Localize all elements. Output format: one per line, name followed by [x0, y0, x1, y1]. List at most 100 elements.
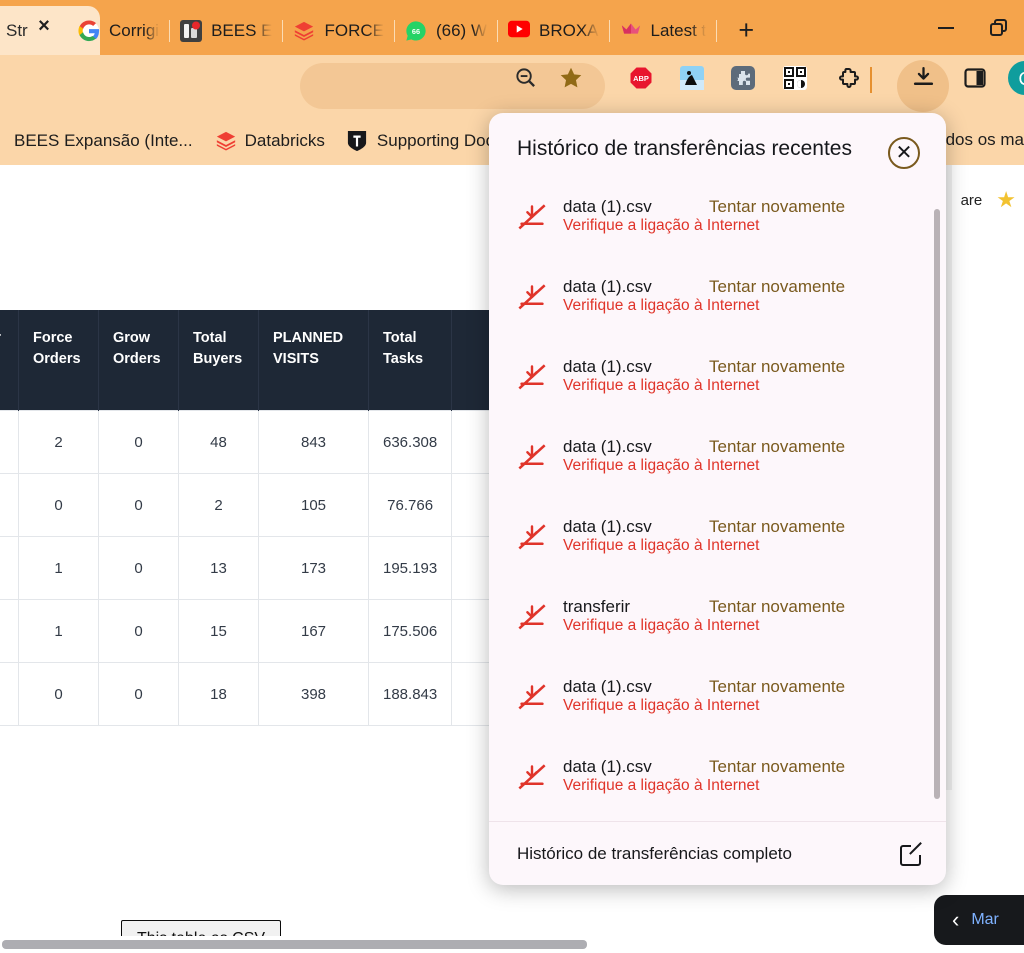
download-item-body: data (1).csv Tentar novamente Verifique … — [563, 517, 926, 555]
bees-icon — [180, 19, 203, 42]
list-item[interactable]: data (1).csv Tentar novamente Verifique … — [489, 745, 946, 821]
list-item[interactable]: data (1).csv Tentar novamente Verifique … — [489, 665, 946, 745]
tab-whatsapp[interactable]: 66 (66) W — [395, 6, 497, 55]
tab-separator — [169, 19, 171, 42]
download-error-text: Verifique a ligação à Internet — [563, 297, 760, 314]
download-file-name: data (1).csv — [563, 197, 652, 216]
close-tab-button[interactable]: × — [38, 14, 50, 37]
open-external-icon[interactable] — [900, 842, 924, 866]
svg-text:ABP: ABP — [633, 74, 649, 83]
reader-extension-button[interactable] — [670, 58, 714, 102]
retry-link[interactable]: Tentar novamente — [709, 517, 846, 536]
download-file-name: data (1).csv — [563, 437, 652, 456]
retry-link[interactable]: Tentar novamente — [709, 357, 846, 376]
back-widget-label: Mar — [971, 911, 999, 928]
retry-link[interactable]: Tentar novamente — [709, 757, 846, 776]
extensions-button[interactable] — [826, 58, 870, 102]
list-item[interactable]: data (1).csv Tentar novamente Verifique … — [489, 425, 946, 505]
list-item[interactable]: transferir Tentar novamente Verifique a … — [489, 585, 946, 665]
qr-code-button[interactable] — [773, 58, 817, 102]
column-header-customer-orders[interactable]: stomerders — [0, 310, 19, 411]
download-item-body: transferir Tentar novamente Verifique a … — [563, 597, 926, 635]
retry-link[interactable]: Tentar novamente — [709, 277, 846, 296]
star-icon[interactable]: ★ — [996, 187, 1016, 212]
tab-label: FORCE — [324, 20, 384, 40]
downloads-panel-header: Histórico de transferências recentes ✕ — [489, 113, 946, 185]
window-controls — [920, 0, 1024, 55]
downloads-list-scrollbar[interactable] — [934, 209, 940, 799]
cell: 0 — [98, 536, 179, 601]
list-item[interactable]: data (1).csv Tentar novamente Verifique … — [489, 265, 946, 345]
cell: 195.193 — [367, 536, 453, 601]
bookmark-databricks[interactable]: Databricks — [215, 130, 325, 152]
profile-avatar-button[interactable]: C — [1003, 58, 1024, 102]
tab-separator — [393, 19, 395, 42]
bookmark-bees-expansao[interactable]: BEES Expansão (Inte... — [6, 131, 193, 151]
restore-button[interactable] — [972, 0, 1024, 55]
chevron-left-icon[interactable]: ‹ — [952, 907, 960, 932]
column-header-planned-visits[interactable]: PLANNED VISITS — [258, 310, 369, 411]
column-header-total-buyers[interactable]: Total Buyers — [178, 310, 259, 411]
downloads-panel-footer[interactable]: Histórico de transferências completo — [489, 821, 946, 885]
zoom-out-button[interactable] — [503, 58, 547, 102]
tab-force[interactable]: FORCE — [283, 6, 394, 55]
download-failed-icon — [517, 443, 551, 478]
tab-list: Corrigi BEES E — [68, 6, 761, 55]
tab-bees[interactable]: BEES E — [170, 6, 282, 55]
cell: 1 — [18, 536, 99, 601]
cell: 175.506 — [367, 599, 453, 664]
download-failed-icon — [517, 683, 551, 718]
bookmark-star-button[interactable] — [549, 58, 593, 102]
qr-code-icon — [783, 65, 807, 95]
svg-text:C: C — [1019, 69, 1024, 89]
reader-extension-icon — [680, 65, 704, 95]
retry-link[interactable]: Tentar novamente — [709, 597, 846, 616]
cell: 188.843 — [367, 662, 453, 727]
retry-link[interactable]: Tentar novamente — [709, 437, 846, 456]
back-widget[interactable]: ‹ Mar — [934, 895, 1024, 945]
bookmarks-overflow-label[interactable]: dos os ma — [945, 130, 1024, 149]
minimize-button[interactable] — [920, 0, 972, 55]
column-header-force-orders[interactable]: Force Orders — [18, 310, 99, 411]
downloads-button[interactable] — [901, 58, 945, 102]
tab-separator — [716, 19, 718, 42]
tab-latest[interactable]: Latest t — [610, 6, 717, 55]
tab-youtube[interactable]: BROXA — [498, 6, 609, 55]
tab-corrigir[interactable]: Corrigi — [68, 6, 169, 55]
google-icon — [78, 19, 100, 42]
download-file-name: transferir — [563, 597, 631, 616]
cell: 1 — [18, 599, 99, 664]
share-row: are ★ — [961, 189, 1016, 211]
active-tab-label: Str — [6, 20, 28, 40]
cell: 0 — [98, 599, 179, 664]
download-failed-icon — [517, 363, 551, 398]
download-file-name: data (1).csv — [563, 757, 652, 776]
new-tab-button[interactable]: + — [738, 15, 755, 45]
download-item-body: data (1).csv Tentar novamente Verifique … — [563, 197, 926, 235]
bookmark-supporting-documents[interactable]: Supporting Docu — [347, 130, 504, 152]
column-header-grow-orders[interactable]: Grow Orders — [98, 310, 179, 411]
close-icon[interactable]: ✕ — [888, 137, 920, 169]
downloads-panel: Histórico de transferências recentes ✕ d… — [489, 113, 946, 885]
side-panel-button[interactable] — [953, 58, 997, 102]
list-item[interactable]: data (1).csv Tentar novamente Verifique … — [489, 185, 946, 265]
profile-avatar-icon: C — [1008, 60, 1024, 100]
list-item[interactable]: data (1).csv Tentar novamente Verifique … — [489, 505, 946, 585]
bookmark-label: Supporting Docu — [376, 131, 504, 150]
column-header-total-tasks[interactable]: Total Tasks — [368, 310, 453, 411]
cell: 15 — [178, 599, 259, 664]
download-failed-icon — [517, 523, 551, 558]
side-panel-icon — [963, 66, 987, 95]
cell: 0 — [98, 662, 179, 727]
download-item-row: data (1).csv Tentar novamente — [563, 677, 926, 697]
retry-link[interactable]: Tentar novamente — [709, 677, 846, 696]
retry-link[interactable]: Tentar novamente — [709, 197, 846, 216]
page-horizontal-scrollbar[interactable] — [0, 936, 1024, 953]
puzzle-extension-button[interactable] — [721, 58, 765, 102]
tab-separator — [608, 19, 610, 42]
share-label: are — [960, 191, 983, 209]
list-item[interactable]: data (1).csv Tentar novamente Verifique … — [489, 345, 946, 425]
download-item-body: data (1).csv Tentar novamente Verifique … — [563, 357, 926, 395]
adblock-plus-button[interactable]: ABP — [619, 58, 663, 102]
downloads-list[interactable]: data (1).csv Tentar novamente Verifique … — [489, 185, 946, 821]
